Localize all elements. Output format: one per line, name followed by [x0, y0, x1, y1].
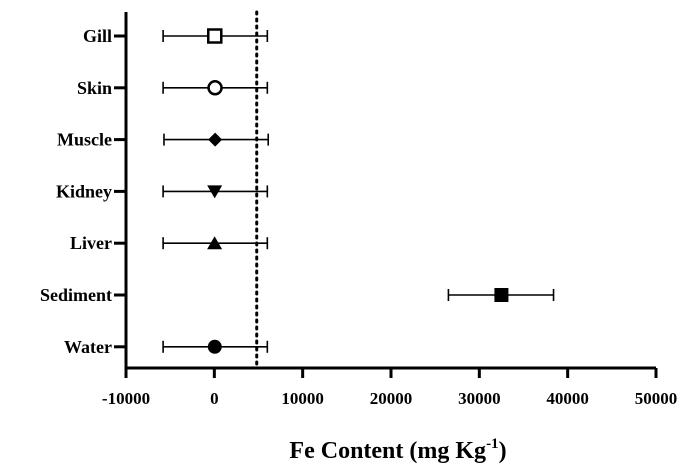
data-point-skin [207, 80, 223, 96]
data-point-liver [207, 236, 223, 250]
category-label: Muscle [57, 130, 112, 150]
data-point-gill [207, 28, 223, 44]
data-point-kidney [207, 185, 223, 199]
category-label: Sediment [40, 285, 112, 305]
data-point-sediment [494, 288, 509, 302]
category-label: Kidney [56, 181, 112, 201]
x-tick-label: 50000 [635, 389, 678, 408]
category-label: Liver [70, 233, 112, 253]
x-tick-label: 30000 [458, 389, 501, 408]
category-label: Gill [83, 26, 112, 46]
category-label: Skin [77, 78, 112, 98]
data-point-water [207, 339, 222, 354]
labels: -10000 0 10000 20000 30000 40000 50000 Gill Skin… [40, 26, 677, 408]
x-tick-label: -10000 [102, 389, 150, 408]
x-tick-label: 40000 [546, 389, 589, 408]
axes [114, 12, 658, 378]
x-tick-label: 0 [210, 389, 219, 408]
x-axis-title: Fe Content (mg Kg-1) [289, 436, 506, 464]
category-label: Water [64, 337, 112, 357]
x-tick-label: 20000 [370, 389, 413, 408]
data-point-muscle [208, 132, 223, 147]
x-tick-label: 10000 [281, 389, 324, 408]
data-marks [162, 28, 555, 354]
